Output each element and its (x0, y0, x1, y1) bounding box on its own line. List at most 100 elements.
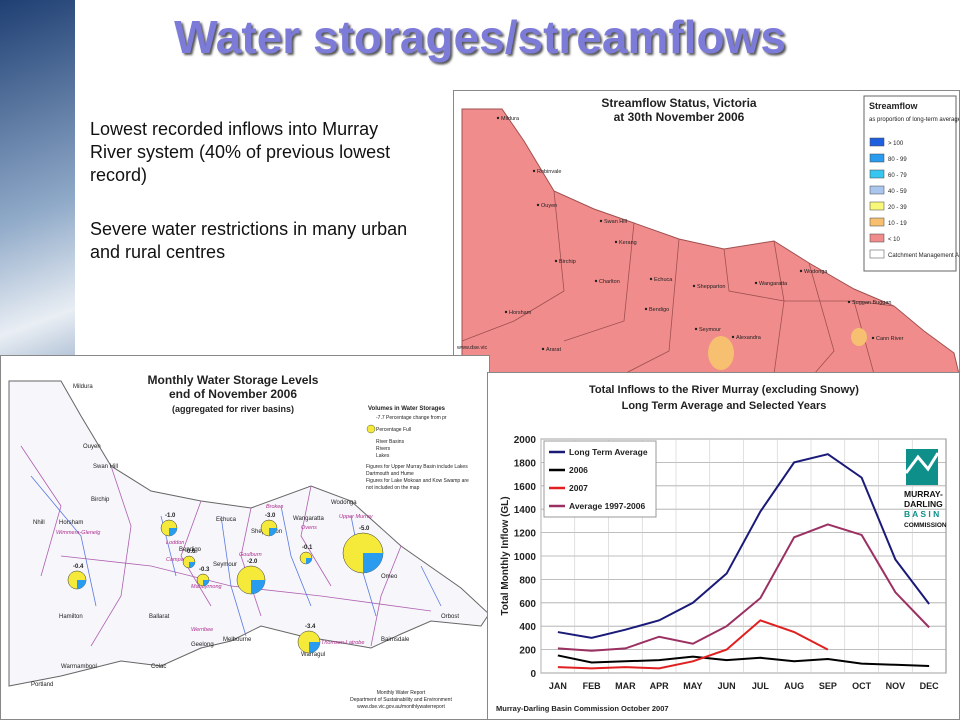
storage-pie-slice (189, 562, 195, 568)
map-note: Figures for Lake Mokoan and Kow Swamp ar… (366, 478, 469, 484)
town-dot (731, 335, 735, 339)
bullet: Lowest recorded inflows into Murray Rive… (90, 119, 391, 185)
legend-label: 2007 (569, 483, 588, 493)
legend-label: Percentage Full (376, 427, 411, 433)
x-tick-label: JAN (549, 681, 567, 691)
chart-source: Murray-Darling Basin Commission October … (496, 704, 669, 713)
basin-label: Broken (266, 504, 283, 510)
town-label: Shepparton (697, 284, 725, 290)
town-label: Horsham (509, 310, 532, 316)
x-tick-label: MAY (683, 681, 702, 691)
town-dot (614, 240, 618, 244)
town-dot (871, 336, 875, 340)
town-label: Swan Hill (604, 219, 627, 225)
legend-swatch (869, 233, 885, 243)
river-basin-boundary (240, 507, 262, 617)
basin-label: Upper Murray (339, 514, 374, 520)
change-label: -3.4 (305, 624, 316, 630)
town-label: Mildura (501, 116, 520, 122)
map-title: (aggregated for river basins) (172, 404, 294, 414)
basin-label: Wimmera-Glenelg (56, 530, 101, 536)
y-tick-label: 1800 (514, 458, 537, 469)
basin-label: Loddon (166, 540, 184, 546)
town-label: Geelong (191, 642, 214, 648)
town-label: Suggan Buggan (852, 300, 891, 306)
town-label: Birchip (559, 259, 576, 265)
town-label: Seymour (699, 327, 721, 333)
town-dot (496, 116, 500, 120)
legend-label: 60 - 79 (888, 173, 907, 179)
legend-label: Long Term Average (569, 447, 648, 457)
town-label: Seymour (213, 562, 237, 568)
legend-label: 40 - 59 (888, 189, 907, 195)
town-label: Warragul (301, 652, 325, 658)
legend-swatch (869, 153, 885, 163)
basin-label: Maribyrnong (191, 584, 223, 590)
legend-label: Rivers (376, 446, 391, 452)
town-label: Kerang (619, 240, 637, 246)
town-label: Melbourne (223, 637, 252, 643)
town-label: Wodonga (331, 500, 357, 506)
town-label: Echuca (654, 277, 673, 283)
y-tick-label: 1200 (514, 529, 537, 540)
legend-box (543, 440, 657, 518)
x-tick-label: MAR (615, 681, 636, 691)
town-dot (692, 284, 696, 288)
y-tick-label: 1600 (514, 482, 537, 493)
slide-title: Water storages/streamflows (174, 11, 786, 63)
logo-wave (904, 452, 940, 474)
x-tick-label: OCT (852, 681, 872, 691)
x-tick-label: JUN (718, 681, 736, 691)
y-tick-label: 0 (530, 669, 536, 680)
cma-boundary (723, 248, 785, 374)
cma-boundary (773, 240, 895, 307)
low-flow-area (708, 336, 734, 370)
legend-subtitle: as proportion of long-term average for N… (869, 117, 960, 123)
river-basin-boundary (370, 545, 402, 647)
cma-boundary (623, 238, 680, 374)
town-dot (504, 310, 508, 314)
town-label: Orbost (441, 614, 459, 620)
basin-label: Goulburn (239, 552, 262, 558)
x-tick-label: NOV (886, 681, 906, 691)
legend-label: Catchment Management Authority (888, 253, 960, 259)
low-flow-area (851, 328, 867, 346)
town-dot (847, 300, 851, 304)
map-title: end of November 2006 (169, 387, 297, 401)
change-label: -3.0 (265, 513, 276, 519)
map-note: not included on the map (366, 485, 420, 491)
town-label: Bendigo (179, 547, 202, 553)
change-label: -0.6 (185, 549, 196, 555)
legend-title: Volumes in Water Storages (368, 406, 446, 412)
town-label: Echuca (216, 517, 237, 523)
map-title: at 30th November 2006 (614, 110, 745, 124)
town-label: Ballarat (149, 614, 170, 620)
storage-pie-slice (77, 580, 86, 589)
bullet: Severe water restrictions in many urban … (90, 219, 408, 262)
legend-swatch (869, 201, 885, 211)
x-tick-label: FEB (583, 681, 602, 691)
town-dot (594, 279, 598, 283)
x-tick-label: SEP (819, 681, 837, 691)
storage-pie-slice (269, 528, 277, 536)
victoria-outline (8, 380, 489, 687)
town-dot (644, 307, 648, 311)
town-label: Alexandra (736, 335, 762, 341)
town-label: Wangaratta (293, 516, 324, 522)
legend-label: 10 - 19 (888, 221, 907, 227)
change-label: -2.0 (247, 559, 258, 565)
legend-swatch (869, 249, 885, 259)
storage-pie-slice (251, 580, 265, 594)
map-title: Monthly Water Storage Levels (148, 373, 319, 387)
x-tick-label: APR (650, 681, 670, 691)
legend-label: -7.7 Percentage change from pr (376, 415, 447, 421)
y-tick-label: 400 (519, 622, 536, 633)
legend-title: Streamflow (869, 101, 919, 111)
town-dot (694, 327, 698, 331)
logo-text: MURRAY- (904, 489, 943, 499)
town-dot (541, 347, 545, 351)
chart-title: Total Inflows to the River Murray (exclu… (589, 384, 859, 396)
y-tick-label: 1400 (514, 505, 537, 516)
